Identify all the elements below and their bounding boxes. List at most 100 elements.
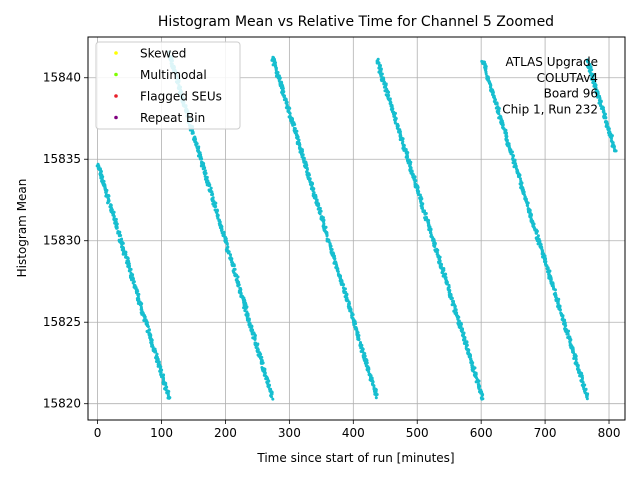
- data-point: [549, 276, 553, 280]
- data-point: [205, 177, 209, 181]
- data-point: [541, 249, 545, 253]
- data-point: [586, 59, 590, 63]
- data-point: [167, 389, 171, 393]
- data-point: [233, 267, 237, 271]
- data-point: [260, 355, 264, 359]
- data-point: [374, 396, 378, 400]
- data-point: [121, 241, 125, 245]
- data-point: [146, 325, 150, 329]
- data-point: [96, 165, 100, 169]
- legend-label: Repeat Bin: [140, 111, 205, 125]
- x-axis-label: Time since start of run [minutes]: [256, 451, 454, 465]
- annotation-line: Chip 1, Run 232: [502, 102, 598, 116]
- data-point: [504, 131, 508, 135]
- legend: Skewed Multimodal Flagged SEUs Repeat Bin: [95, 41, 241, 130]
- data-point: [321, 216, 325, 220]
- data-point: [214, 205, 218, 209]
- data-point: [396, 126, 400, 130]
- data-point: [195, 145, 199, 149]
- data-point: [536, 234, 540, 238]
- data-point: [580, 377, 584, 381]
- y-tick-label: 15830: [43, 234, 81, 248]
- x-tick-label: 800: [598, 426, 621, 440]
- data-point: [357, 338, 361, 342]
- data-point: [225, 242, 229, 246]
- data-point: [532, 222, 536, 226]
- data-point: [379, 69, 383, 73]
- data-point: [199, 160, 203, 164]
- data-point: [502, 127, 506, 131]
- data-point: [220, 227, 224, 231]
- legend-marker: [114, 115, 118, 120]
- data-point: [229, 258, 233, 262]
- data-point: [454, 312, 458, 316]
- data-point: [614, 149, 618, 153]
- data-point: [462, 331, 466, 335]
- data-point: [336, 266, 340, 270]
- annotation-line: Board 96: [544, 87, 598, 101]
- data-point: [354, 322, 358, 326]
- data-point: [270, 392, 274, 396]
- data-point: [226, 245, 230, 249]
- data-point: [408, 163, 412, 167]
- data-point: [388, 97, 392, 101]
- data-point: [314, 197, 318, 201]
- data-point: [401, 144, 405, 148]
- data-point: [405, 155, 409, 159]
- x-tick-label: 200: [214, 426, 237, 440]
- data-point: [590, 75, 594, 79]
- x-tick-label: 100: [150, 426, 173, 440]
- data-point: [563, 324, 567, 328]
- data-point: [371, 383, 375, 387]
- data-point: [290, 119, 294, 123]
- data-point: [494, 102, 498, 106]
- data-point: [151, 345, 155, 349]
- plot-frame: [87, 36, 626, 421]
- data-point: [121, 245, 125, 249]
- data-point: [244, 306, 248, 310]
- data-point: [153, 350, 157, 354]
- data-point: [563, 318, 567, 322]
- data-point: [128, 269, 132, 273]
- data-point: [164, 383, 168, 387]
- data-point: [159, 370, 163, 374]
- data-point: [119, 238, 123, 242]
- data-point: [365, 359, 369, 363]
- data-point: [236, 275, 240, 279]
- data-point: [520, 181, 524, 185]
- data-point: [436, 248, 440, 252]
- data-point: [243, 299, 247, 303]
- data-point: [337, 273, 341, 277]
- data-point: [149, 334, 153, 338]
- data-point: [275, 70, 279, 74]
- data-point: [610, 135, 614, 139]
- data-point: [459, 322, 463, 326]
- data-point: [463, 336, 467, 340]
- data-point: [542, 252, 546, 256]
- data-point: [198, 155, 202, 159]
- data-point: [454, 308, 458, 312]
- data-point: [491, 93, 495, 97]
- data-point: [460, 329, 464, 333]
- data-point: [396, 124, 400, 128]
- data-point: [211, 193, 215, 197]
- data-point: [109, 203, 113, 207]
- data-point: [131, 277, 135, 281]
- data-point: [342, 283, 346, 287]
- data-point: [138, 303, 142, 307]
- data-point: [447, 290, 451, 294]
- data-point: [501, 123, 505, 127]
- data-point: [363, 351, 367, 355]
- data-point: [298, 143, 302, 147]
- data-point: [384, 89, 388, 92]
- y-axis-label: Histogram Mean: [15, 179, 29, 278]
- data-point: [469, 361, 473, 365]
- data-point: [398, 131, 402, 135]
- data-point: [483, 67, 487, 71]
- data-point: [285, 103, 289, 107]
- data-point: [126, 257, 130, 261]
- data-point: [427, 225, 431, 229]
- data-point: [378, 64, 382, 68]
- data-point: [107, 199, 111, 203]
